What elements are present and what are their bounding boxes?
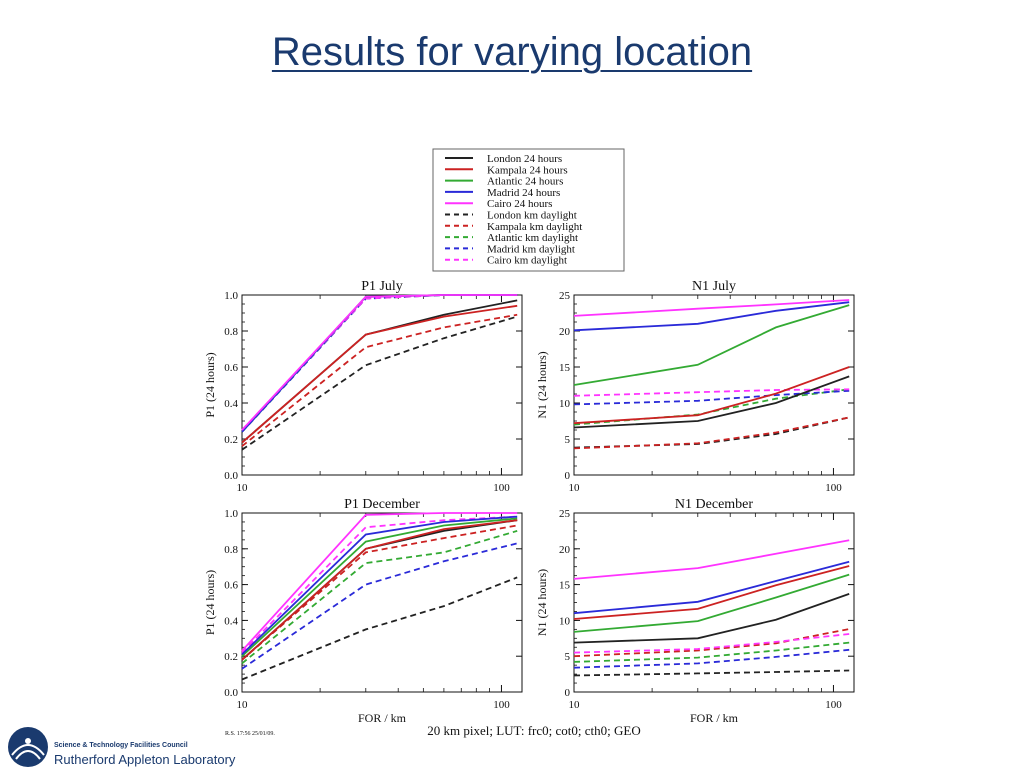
series-line-madrid-daylight — [241, 294, 518, 433]
series-line-cairo-24h — [241, 512, 518, 652]
stfc-emblem-icon — [8, 727, 48, 767]
y-tick-label: 1.0 — [224, 508, 238, 520]
series-line-atlantic-24h — [241, 294, 518, 433]
series-line-kampala-24h — [241, 304, 518, 444]
y-tick-label: 10 — [559, 398, 571, 410]
series-line-kampala-24h — [573, 565, 850, 620]
series-line-kampala-daylight — [241, 524, 518, 661]
y-tick-label: 0.0 — [224, 687, 238, 699]
plot-frame — [573, 512, 855, 693]
chart-title: N1 December — [675, 497, 753, 512]
slide-title: Results for varying location — [271, 30, 753, 74]
x-axis-label: FOR / km — [690, 711, 739, 725]
series-line-london-24h — [573, 593, 850, 644]
x-tick-label: 10 — [569, 699, 581, 711]
series-line-atlantic-24h — [573, 304, 850, 386]
series-line-madrid-24h — [241, 515, 518, 656]
y-tick-label: 10 — [559, 615, 571, 627]
series-line-cairo-daylight — [573, 633, 850, 654]
x-tick-label: 100 — [825, 482, 842, 494]
timestamp-stamp: R.S. 17:56 25/01/09. — [225, 731, 275, 737]
legend-label: Madrid 24 hours — [487, 187, 560, 199]
chart-title: P1 July — [361, 279, 403, 294]
series-line-madrid-daylight — [241, 542, 518, 670]
y-tick-label: 0.4 — [224, 615, 238, 627]
series-line-cairo-24h — [573, 299, 850, 317]
y-tick-label: 0.2 — [224, 434, 238, 446]
x-tick-label: 10 — [237, 699, 249, 711]
y-tick-label: 0.6 — [224, 580, 238, 592]
x-tick-label: 100 — [493, 482, 510, 494]
y-tick-label: 25 — [559, 290, 571, 302]
chart-title: P1 December — [344, 497, 420, 512]
legend-label: Atlantic 24 hours — [487, 176, 563, 188]
series-line-atlantic-daylight — [573, 641, 850, 663]
series-line-atlantic-daylight — [241, 294, 518, 433]
y-axis-label: N1 (24 hours) — [535, 569, 549, 636]
lab-name: Rutherford Appleton Laboratory — [54, 752, 236, 767]
y-tick-label: 20 — [559, 544, 571, 556]
figure-caption: 20 km pixel; LUT: frc0; cot0; cth0; GEO — [427, 723, 640, 738]
series-line-london-24h — [573, 375, 850, 429]
legend-label: Cairo 24 hours — [487, 198, 552, 210]
org-name: Science & Technology Facilities Council — [54, 742, 188, 749]
stfc-logo: Science & Technology Facilities Council … — [6, 725, 235, 774]
legend-label: Madrid km daylight — [487, 243, 575, 255]
y-tick-label: 25 — [559, 508, 571, 520]
chart-title: N1 July — [692, 279, 736, 294]
y-tick-label: 15 — [559, 362, 571, 374]
series-line-madrid-daylight — [573, 648, 850, 669]
series-line-kampala-daylight — [241, 313, 518, 447]
series-line-cairo-24h — [573, 539, 850, 580]
series-line-kampala-24h — [241, 519, 518, 661]
y-axis-label: P1 (24 hours) — [203, 570, 217, 635]
series-line-atlantic-24h — [573, 573, 850, 633]
series-line-london-daylight — [241, 315, 518, 451]
series-line-atlantic-daylight — [241, 530, 518, 665]
y-tick-label: 0.6 — [224, 362, 238, 374]
series-line-cairo-daylight — [241, 294, 518, 431]
y-tick-label: 0.8 — [224, 326, 238, 338]
series-line-london-24h — [241, 519, 518, 661]
legend-label: Kampala km daylight — [487, 221, 582, 233]
series-line-kampala-24h — [573, 366, 850, 425]
y-tick-label: 5 — [565, 651, 571, 663]
series-line-madrid-daylight — [573, 389, 850, 406]
y-tick-label: 1.0 — [224, 290, 238, 302]
series-line-london-daylight — [241, 576, 518, 681]
legend-label: London 24 hours — [487, 153, 562, 165]
series-line-madrid-24h — [573, 560, 850, 615]
legend-label: Cairo km daylight — [487, 255, 567, 267]
x-tick-label: 10 — [569, 482, 581, 494]
series-line-cairo-24h — [241, 294, 518, 431]
series-line-kampala-daylight — [573, 628, 850, 658]
y-tick-label: 0 — [565, 470, 571, 482]
y-tick-label: 0.8 — [224, 544, 238, 556]
x-tick-label: 10 — [237, 482, 249, 494]
y-tick-label: 0.4 — [224, 398, 238, 410]
legend-label: London km daylight — [487, 210, 577, 222]
legend-label: Kampala 24 hours — [487, 164, 568, 176]
series-line-kampala-daylight — [573, 416, 850, 450]
series-line-madrid-24h — [241, 294, 518, 433]
y-tick-label: 0.2 — [224, 651, 238, 663]
plot-frame — [241, 512, 523, 693]
y-tick-label: 5 — [565, 434, 571, 446]
series-line-london-daylight — [573, 669, 850, 677]
y-tick-label: 15 — [559, 580, 571, 592]
y-tick-label: 0.0 — [224, 470, 238, 482]
y-tick-label: 20 — [559, 326, 571, 338]
y-tick-label: 0 — [565, 687, 571, 699]
series-line-cairo-daylight — [573, 388, 850, 397]
x-axis-label: FOR / km — [358, 711, 407, 725]
y-axis-label: P1 (24 hours) — [203, 352, 217, 417]
series-line-madrid-24h — [573, 301, 850, 332]
y-axis-label: N1 (24 hours) — [535, 351, 549, 418]
series-line-atlantic-24h — [241, 517, 518, 657]
x-tick-label: 100 — [493, 699, 510, 711]
x-tick-label: 100 — [825, 699, 842, 711]
legend-label: Atlantic km daylight — [487, 232, 578, 244]
series-line-cairo-daylight — [241, 515, 518, 654]
